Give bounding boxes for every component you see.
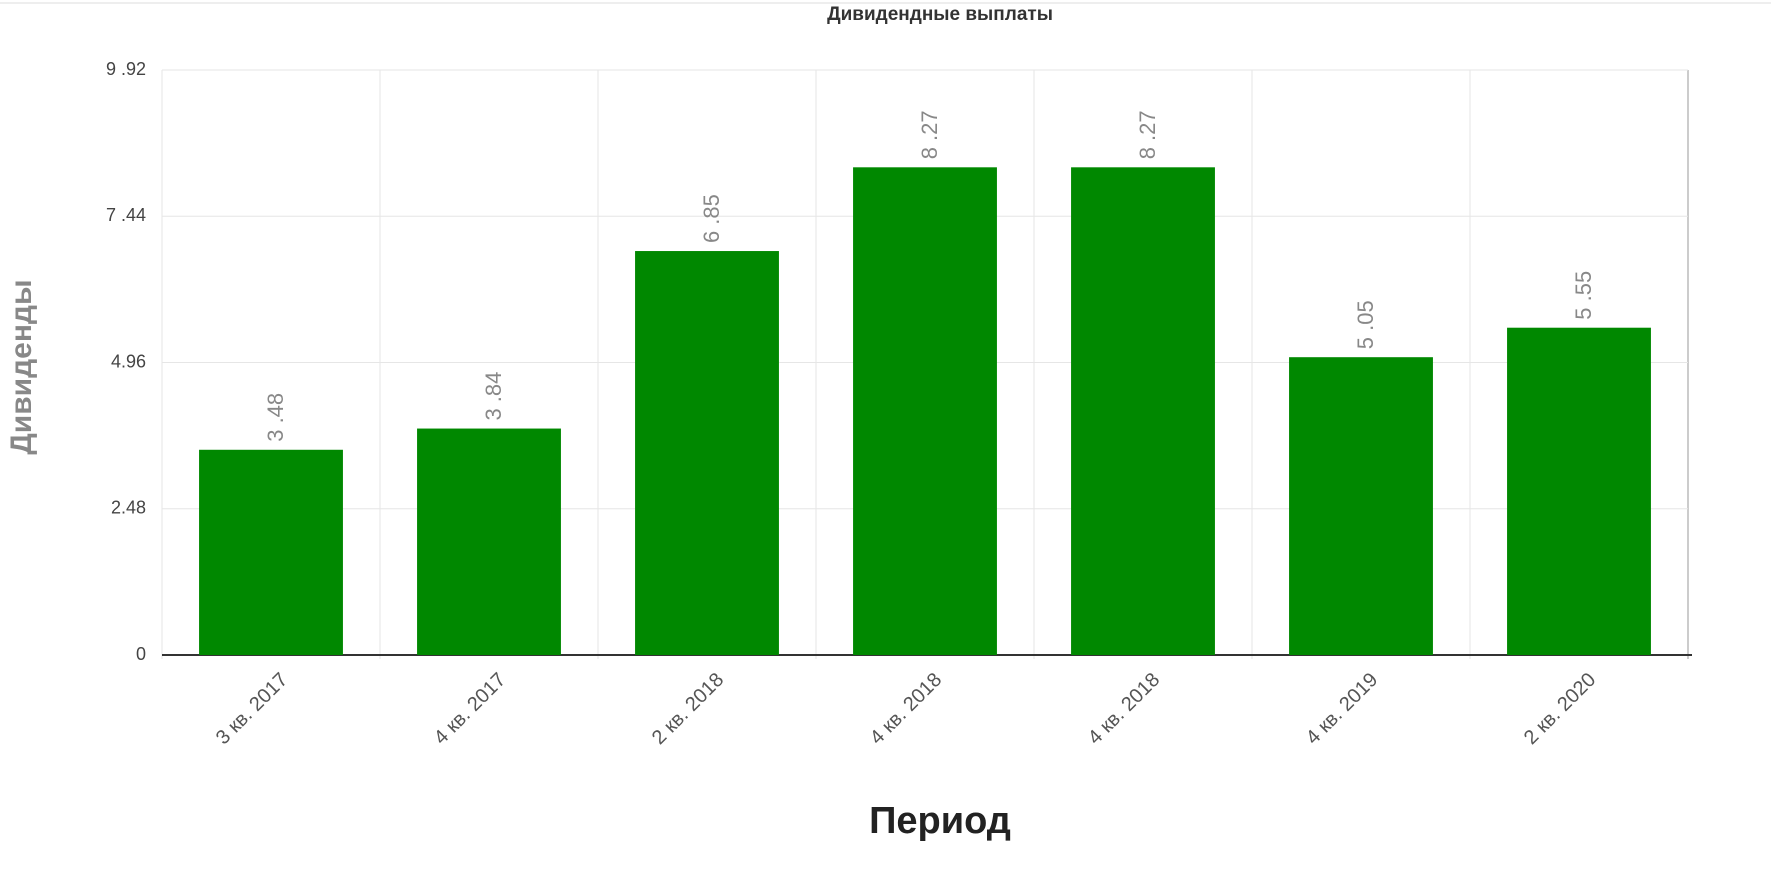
bar [1071,167,1215,656]
x-tick-label: 4 кв. 2019 [1302,669,1382,749]
data-label: 5 .55 [1571,271,1596,320]
data-label: 5 .05 [1353,300,1378,349]
chart-title: Дивидендные выплаты [827,4,1053,25]
data-label: 8 .27 [917,110,942,159]
x-tick-label: 4 кв. 2018 [1084,669,1164,749]
data-label: 3 .48 [263,393,288,442]
x-tick-label: 4 кв. 2017 [430,669,510,749]
bar [199,449,343,655]
y-axis-title: Дивиденды [5,279,38,454]
bar [635,251,779,656]
y-tick-label: 4.96 [111,351,146,371]
y-tick-label: 2.48 [111,498,146,518]
bar [1289,357,1433,655]
data-label: 3 .84 [481,372,506,421]
y-tick-label: 0 [136,644,146,664]
data-label: 8 .27 [1135,110,1160,159]
x-tick-label: 2 кв. 2020 [1520,669,1600,749]
y-tick-label: 7 .44 [106,205,146,225]
x-axis-title: Период [869,800,1011,842]
bar [417,428,561,655]
x-tick-label: 3 кв. 2017 [212,669,292,749]
data-label: 6 .85 [699,194,724,243]
bar [853,167,997,656]
bar [1507,327,1651,655]
x-tick-label: 2 кв. 2018 [648,669,728,749]
y-tick-label: 9 .92 [106,59,146,79]
x-tick-label: 4 кв. 2018 [866,669,946,749]
